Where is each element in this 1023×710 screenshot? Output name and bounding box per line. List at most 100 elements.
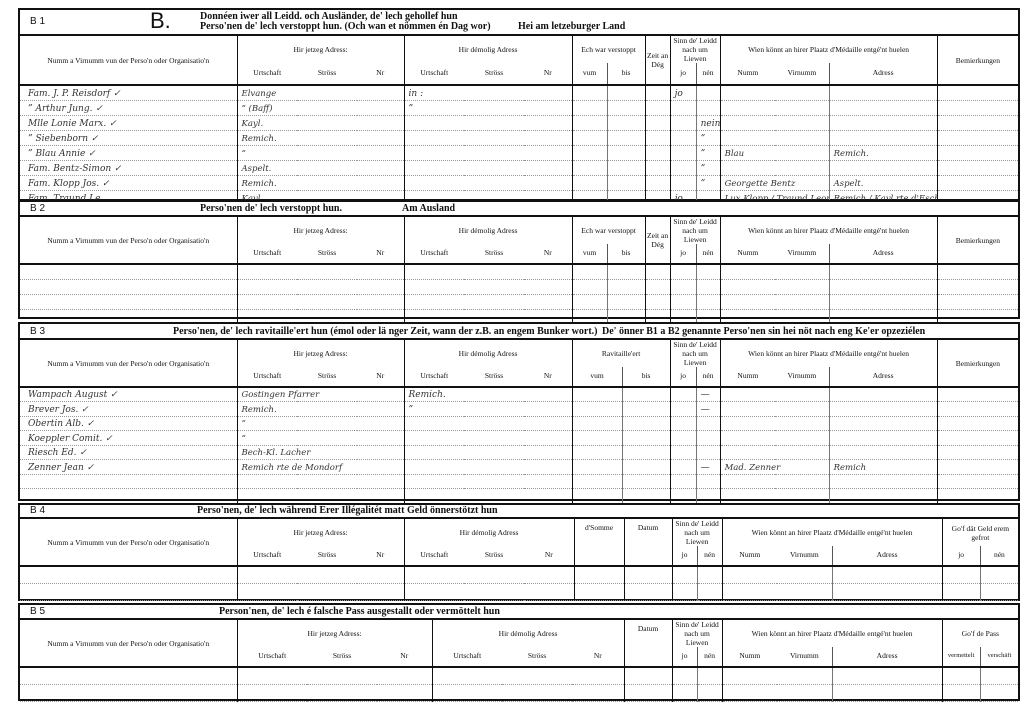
medal-address-cell[interactable] bbox=[828, 115, 938, 131]
alive-no-cell[interactable]: — bbox=[695, 401, 721, 417]
remarks-cell[interactable] bbox=[936, 294, 1019, 310]
current-address-cell[interactable]: Gostingen Pfarrer bbox=[236, 387, 405, 402]
former-address-cell[interactable] bbox=[403, 430, 573, 446]
name-cell[interactable]: Fam. Klopp Jos. ✓ bbox=[20, 175, 237, 191]
medal-name-cell[interactable] bbox=[721, 667, 833, 685]
former-address-cell[interactable]: ” bbox=[403, 100, 573, 116]
days-cell[interactable] bbox=[644, 264, 671, 280]
alive-yes-cell[interactable] bbox=[669, 416, 697, 431]
alive-yes-cell[interactable] bbox=[671, 566, 698, 584]
current-address-cell[interactable]: ” bbox=[236, 430, 405, 446]
medal-name-cell[interactable] bbox=[721, 566, 833, 584]
supplied-from-cell[interactable] bbox=[571, 474, 623, 489]
name-cell[interactable]: Fam. Bentz-Simon ✓ bbox=[20, 160, 237, 176]
name-cell[interactable]: Zenner Jean ✓ bbox=[20, 459, 237, 475]
days-cell[interactable] bbox=[644, 294, 671, 310]
alive-no-cell[interactable]: — bbox=[695, 459, 721, 475]
alive-no-cell[interactable]: nein bbox=[695, 115, 721, 131]
hidden-from-cell[interactable] bbox=[571, 115, 608, 131]
current-address-cell[interactable] bbox=[236, 279, 405, 295]
alive-yes-cell[interactable] bbox=[669, 279, 697, 295]
current-address-cell[interactable]: Bech-Kl. Lacher bbox=[236, 445, 405, 460]
current-address-cell[interactable] bbox=[236, 488, 405, 504]
former-address-cell[interactable] bbox=[403, 175, 573, 191]
remarks-cell[interactable] bbox=[936, 416, 1019, 431]
remarks-cell[interactable] bbox=[936, 100, 1019, 116]
supplied-to-cell[interactable] bbox=[621, 445, 671, 460]
supplied-to-cell[interactable] bbox=[621, 474, 671, 489]
remarks-cell[interactable] bbox=[936, 175, 1019, 191]
current-address-cell[interactable]: ” (Baff) bbox=[236, 100, 405, 116]
former-address-cell[interactable] bbox=[431, 684, 625, 702]
name-cell[interactable]: Wampach August ✓ bbox=[20, 387, 237, 402]
current-address-cell[interactable] bbox=[236, 264, 405, 280]
alive-yes-cell[interactable]: jo bbox=[669, 85, 697, 101]
alive-no-cell[interactable] bbox=[695, 474, 721, 489]
former-address-cell[interactable] bbox=[403, 488, 573, 504]
alive-yes-cell[interactable] bbox=[671, 583, 698, 601]
alive-no-cell[interactable] bbox=[695, 100, 721, 116]
alive-no-cell[interactable] bbox=[696, 583, 723, 601]
current-address-cell[interactable]: Elvange bbox=[236, 85, 405, 101]
alive-yes-cell[interactable] bbox=[669, 145, 697, 161]
remarks-cell[interactable] bbox=[936, 459, 1019, 475]
remarks-cell[interactable] bbox=[936, 488, 1019, 504]
name-cell[interactable]: Obertin Alb. ✓ bbox=[20, 416, 237, 431]
medal-address-cell[interactable] bbox=[828, 430, 938, 446]
medal-address-cell[interactable] bbox=[831, 583, 943, 601]
current-address-cell[interactable]: Remich. bbox=[236, 175, 405, 191]
medal-name-cell[interactable] bbox=[719, 279, 830, 295]
medal-address-cell[interactable] bbox=[828, 488, 938, 504]
remarks-cell[interactable] bbox=[936, 445, 1019, 460]
name-cell[interactable]: Koeppler Comit. ✓ bbox=[20, 430, 237, 446]
sum-cell[interactable] bbox=[573, 566, 625, 584]
former-address-cell[interactable] bbox=[403, 416, 573, 431]
medal-address-cell[interactable] bbox=[828, 445, 938, 460]
alive-yes-cell[interactable] bbox=[669, 160, 697, 176]
medal-name-cell[interactable] bbox=[719, 264, 830, 280]
alive-no-cell[interactable]: ” bbox=[695, 160, 721, 176]
medal-address-cell[interactable] bbox=[828, 85, 938, 101]
former-address-cell[interactable] bbox=[403, 445, 573, 460]
date-cell[interactable] bbox=[623, 583, 673, 601]
current-address-cell[interactable] bbox=[236, 684, 433, 702]
hidden-to-cell[interactable] bbox=[606, 160, 646, 176]
alive-yes-cell[interactable] bbox=[669, 115, 697, 131]
alive-no-cell[interactable] bbox=[695, 416, 721, 431]
supplied-from-cell[interactable] bbox=[571, 459, 623, 475]
current-address-cell[interactable] bbox=[236, 294, 405, 310]
supplied-from-cell[interactable] bbox=[571, 387, 623, 402]
medal-address-cell[interactable] bbox=[831, 667, 943, 685]
hidden-to-cell[interactable] bbox=[606, 100, 646, 116]
days-cell[interactable] bbox=[644, 160, 671, 176]
sum-cell[interactable] bbox=[573, 583, 625, 601]
remarks-cell[interactable] bbox=[936, 474, 1019, 489]
current-address-cell[interactable] bbox=[236, 474, 405, 489]
hidden-from-cell[interactable] bbox=[571, 294, 608, 310]
name-cell[interactable]: ” Blau Annie ✓ bbox=[20, 145, 237, 161]
remarks-cell[interactable] bbox=[936, 130, 1019, 146]
hidden-to-cell[interactable] bbox=[606, 115, 646, 131]
medal-address-cell[interactable] bbox=[828, 401, 938, 417]
days-cell[interactable] bbox=[644, 85, 671, 101]
current-address-cell[interactable] bbox=[236, 566, 405, 584]
hidden-from-cell[interactable] bbox=[571, 100, 608, 116]
medal-address-cell[interactable] bbox=[828, 160, 938, 176]
medal-name-cell[interactable] bbox=[719, 100, 830, 116]
current-address-cell[interactable]: Remich rte de Mondorf bbox=[236, 459, 405, 475]
current-address-cell[interactable]: ” bbox=[236, 145, 405, 161]
medal-address-cell[interactable] bbox=[828, 130, 938, 146]
current-address-cell[interactable] bbox=[236, 583, 405, 601]
former-address-cell[interactable] bbox=[403, 264, 573, 280]
money-no-cell[interactable] bbox=[979, 583, 1019, 601]
supplied-from-cell[interactable] bbox=[571, 488, 623, 504]
former-address-cell[interactable] bbox=[403, 474, 573, 489]
remarks-cell[interactable] bbox=[936, 85, 1019, 101]
name-cell[interactable] bbox=[20, 474, 237, 489]
alive-no-cell[interactable]: — bbox=[695, 387, 721, 402]
remarks-cell[interactable] bbox=[936, 401, 1019, 417]
current-address-cell[interactable]: Aspelt. bbox=[236, 160, 405, 176]
money-yes-cell[interactable] bbox=[941, 566, 981, 584]
former-address-cell[interactable] bbox=[431, 667, 625, 685]
hidden-to-cell[interactable] bbox=[606, 85, 646, 101]
